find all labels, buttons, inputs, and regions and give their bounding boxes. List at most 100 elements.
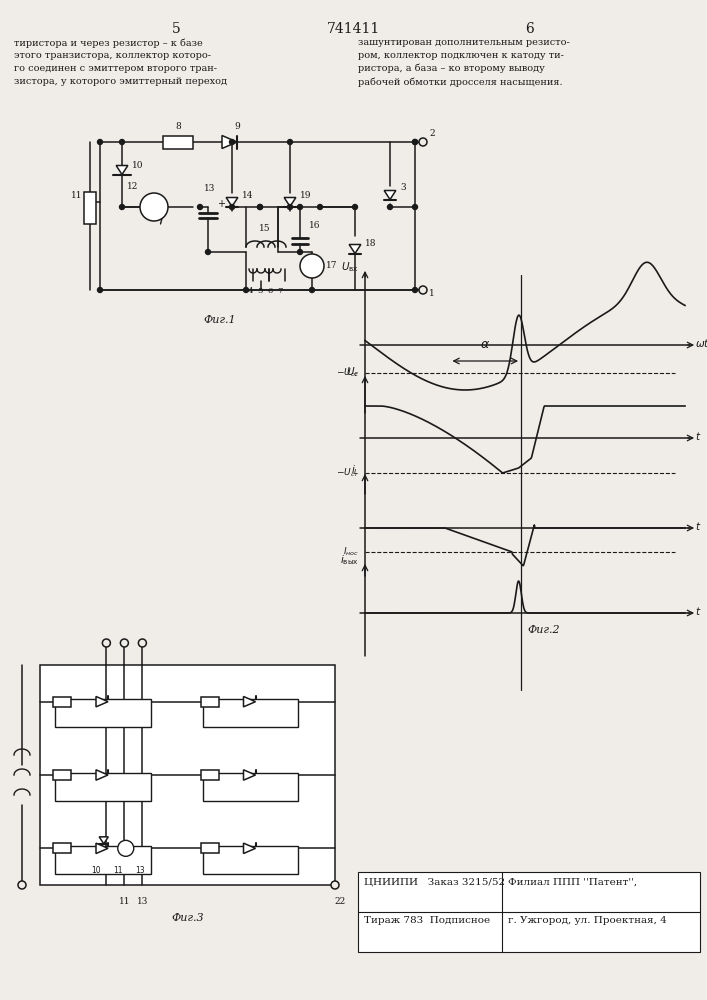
Text: $\omega t$: $\omega t$ (695, 337, 707, 349)
Polygon shape (116, 165, 128, 174)
Circle shape (412, 288, 418, 292)
Bar (55, 773, 151, 801)
Text: 11: 11 (113, 866, 122, 875)
Bar (55, 846, 151, 874)
Polygon shape (243, 843, 255, 854)
Circle shape (317, 205, 322, 210)
Text: 4: 4 (247, 287, 252, 295)
Polygon shape (96, 696, 108, 707)
Text: 741411: 741411 (327, 22, 380, 36)
Bar (202, 773, 298, 801)
Bar (40, 665, 335, 885)
Text: 9: 9 (234, 122, 240, 131)
Circle shape (298, 249, 303, 254)
Text: Фиг.3: Фиг.3 (171, 913, 204, 923)
Circle shape (419, 286, 427, 294)
Polygon shape (226, 198, 238, 207)
Bar (84, 192, 96, 224)
Text: $t$: $t$ (695, 520, 701, 532)
Polygon shape (284, 198, 296, 207)
Text: $I_{нос}$: $I_{нос}$ (343, 546, 359, 558)
Text: 11: 11 (71, 192, 82, 200)
Text: 3: 3 (400, 182, 406, 192)
Text: ЦНИИПИ   Заказ 3215/52: ЦНИИПИ Заказ 3215/52 (364, 878, 505, 887)
Polygon shape (243, 770, 255, 780)
Text: Фиг.2: Фиг.2 (527, 625, 560, 635)
Circle shape (230, 139, 235, 144)
Circle shape (118, 840, 134, 856)
Text: 10: 10 (132, 161, 144, 170)
Circle shape (288, 139, 293, 144)
Bar (55, 699, 151, 727)
Text: $t$: $t$ (695, 605, 701, 617)
Text: 22: 22 (334, 897, 346, 906)
Text: 2: 2 (429, 129, 435, 138)
Circle shape (230, 205, 235, 210)
Text: Тираж 783  Подписное: Тираж 783 Подписное (364, 916, 490, 925)
Circle shape (139, 639, 146, 647)
Text: $\alpha$: $\alpha$ (480, 338, 490, 351)
Bar (202, 846, 298, 874)
Circle shape (98, 288, 103, 292)
Circle shape (120, 639, 129, 647)
Text: г. Ужгород, ул. Проектная, 4: г. Ужгород, ул. Проектная, 4 (508, 916, 667, 925)
Circle shape (257, 205, 262, 210)
Circle shape (98, 139, 103, 144)
Circle shape (353, 205, 358, 210)
Bar (201, 697, 218, 707)
Text: 8: 8 (175, 122, 181, 131)
Circle shape (103, 639, 110, 647)
Text: 19: 19 (300, 190, 312, 200)
Text: $i_{\rm вых}$: $i_{\rm вых}$ (340, 553, 359, 567)
Circle shape (119, 139, 124, 144)
Text: 6: 6 (267, 287, 273, 295)
Text: Филиал ППП ''Патент'',: Филиал ППП ''Патент'', (508, 878, 637, 887)
Bar (202, 699, 298, 727)
Text: +: + (217, 199, 225, 209)
Text: $-U_{ст}$: $-U_{ст}$ (336, 367, 359, 379)
Bar (201, 770, 218, 780)
Polygon shape (96, 843, 108, 854)
Text: $U_c$: $U_c$ (346, 365, 359, 379)
Bar (53, 697, 71, 707)
Circle shape (412, 139, 418, 144)
Text: $U_{\rm вх}$: $U_{\rm вх}$ (341, 260, 359, 274)
Circle shape (298, 205, 303, 210)
Text: зашунтирован дополнительным резисто-
ром, коллектор подключен к катоду ти-
ристо: зашунтирован дополнительным резисто- ром… (358, 38, 570, 87)
Text: 12: 12 (127, 182, 138, 191)
Circle shape (288, 205, 293, 210)
Circle shape (412, 205, 418, 210)
Text: 15: 15 (259, 224, 271, 233)
Circle shape (419, 138, 427, 146)
Text: 16: 16 (309, 221, 320, 230)
Bar (358, 872, 700, 952)
Bar (53, 770, 71, 780)
Text: 5: 5 (257, 287, 263, 295)
Bar (201, 843, 218, 853)
Text: 17: 17 (326, 261, 337, 270)
Circle shape (197, 205, 202, 210)
Polygon shape (96, 770, 108, 780)
Circle shape (331, 881, 339, 889)
Text: Фиг.1: Фиг.1 (204, 315, 236, 325)
Text: 7: 7 (277, 287, 283, 295)
Circle shape (257, 205, 262, 210)
Text: 10: 10 (91, 866, 100, 875)
Polygon shape (349, 244, 361, 253)
Text: 1: 1 (429, 290, 435, 298)
Circle shape (18, 881, 26, 889)
Text: $t$: $t$ (695, 430, 701, 442)
Text: 11: 11 (119, 897, 130, 906)
Text: 13: 13 (204, 184, 216, 193)
Text: 13: 13 (135, 866, 144, 875)
Bar (163, 135, 193, 148)
Circle shape (387, 205, 392, 210)
Polygon shape (243, 696, 255, 707)
Text: 14: 14 (242, 190, 254, 200)
Polygon shape (222, 135, 237, 148)
Text: 6: 6 (525, 22, 534, 36)
Polygon shape (99, 837, 108, 844)
Text: 18: 18 (365, 239, 377, 248)
Circle shape (412, 139, 418, 144)
Circle shape (300, 254, 324, 278)
